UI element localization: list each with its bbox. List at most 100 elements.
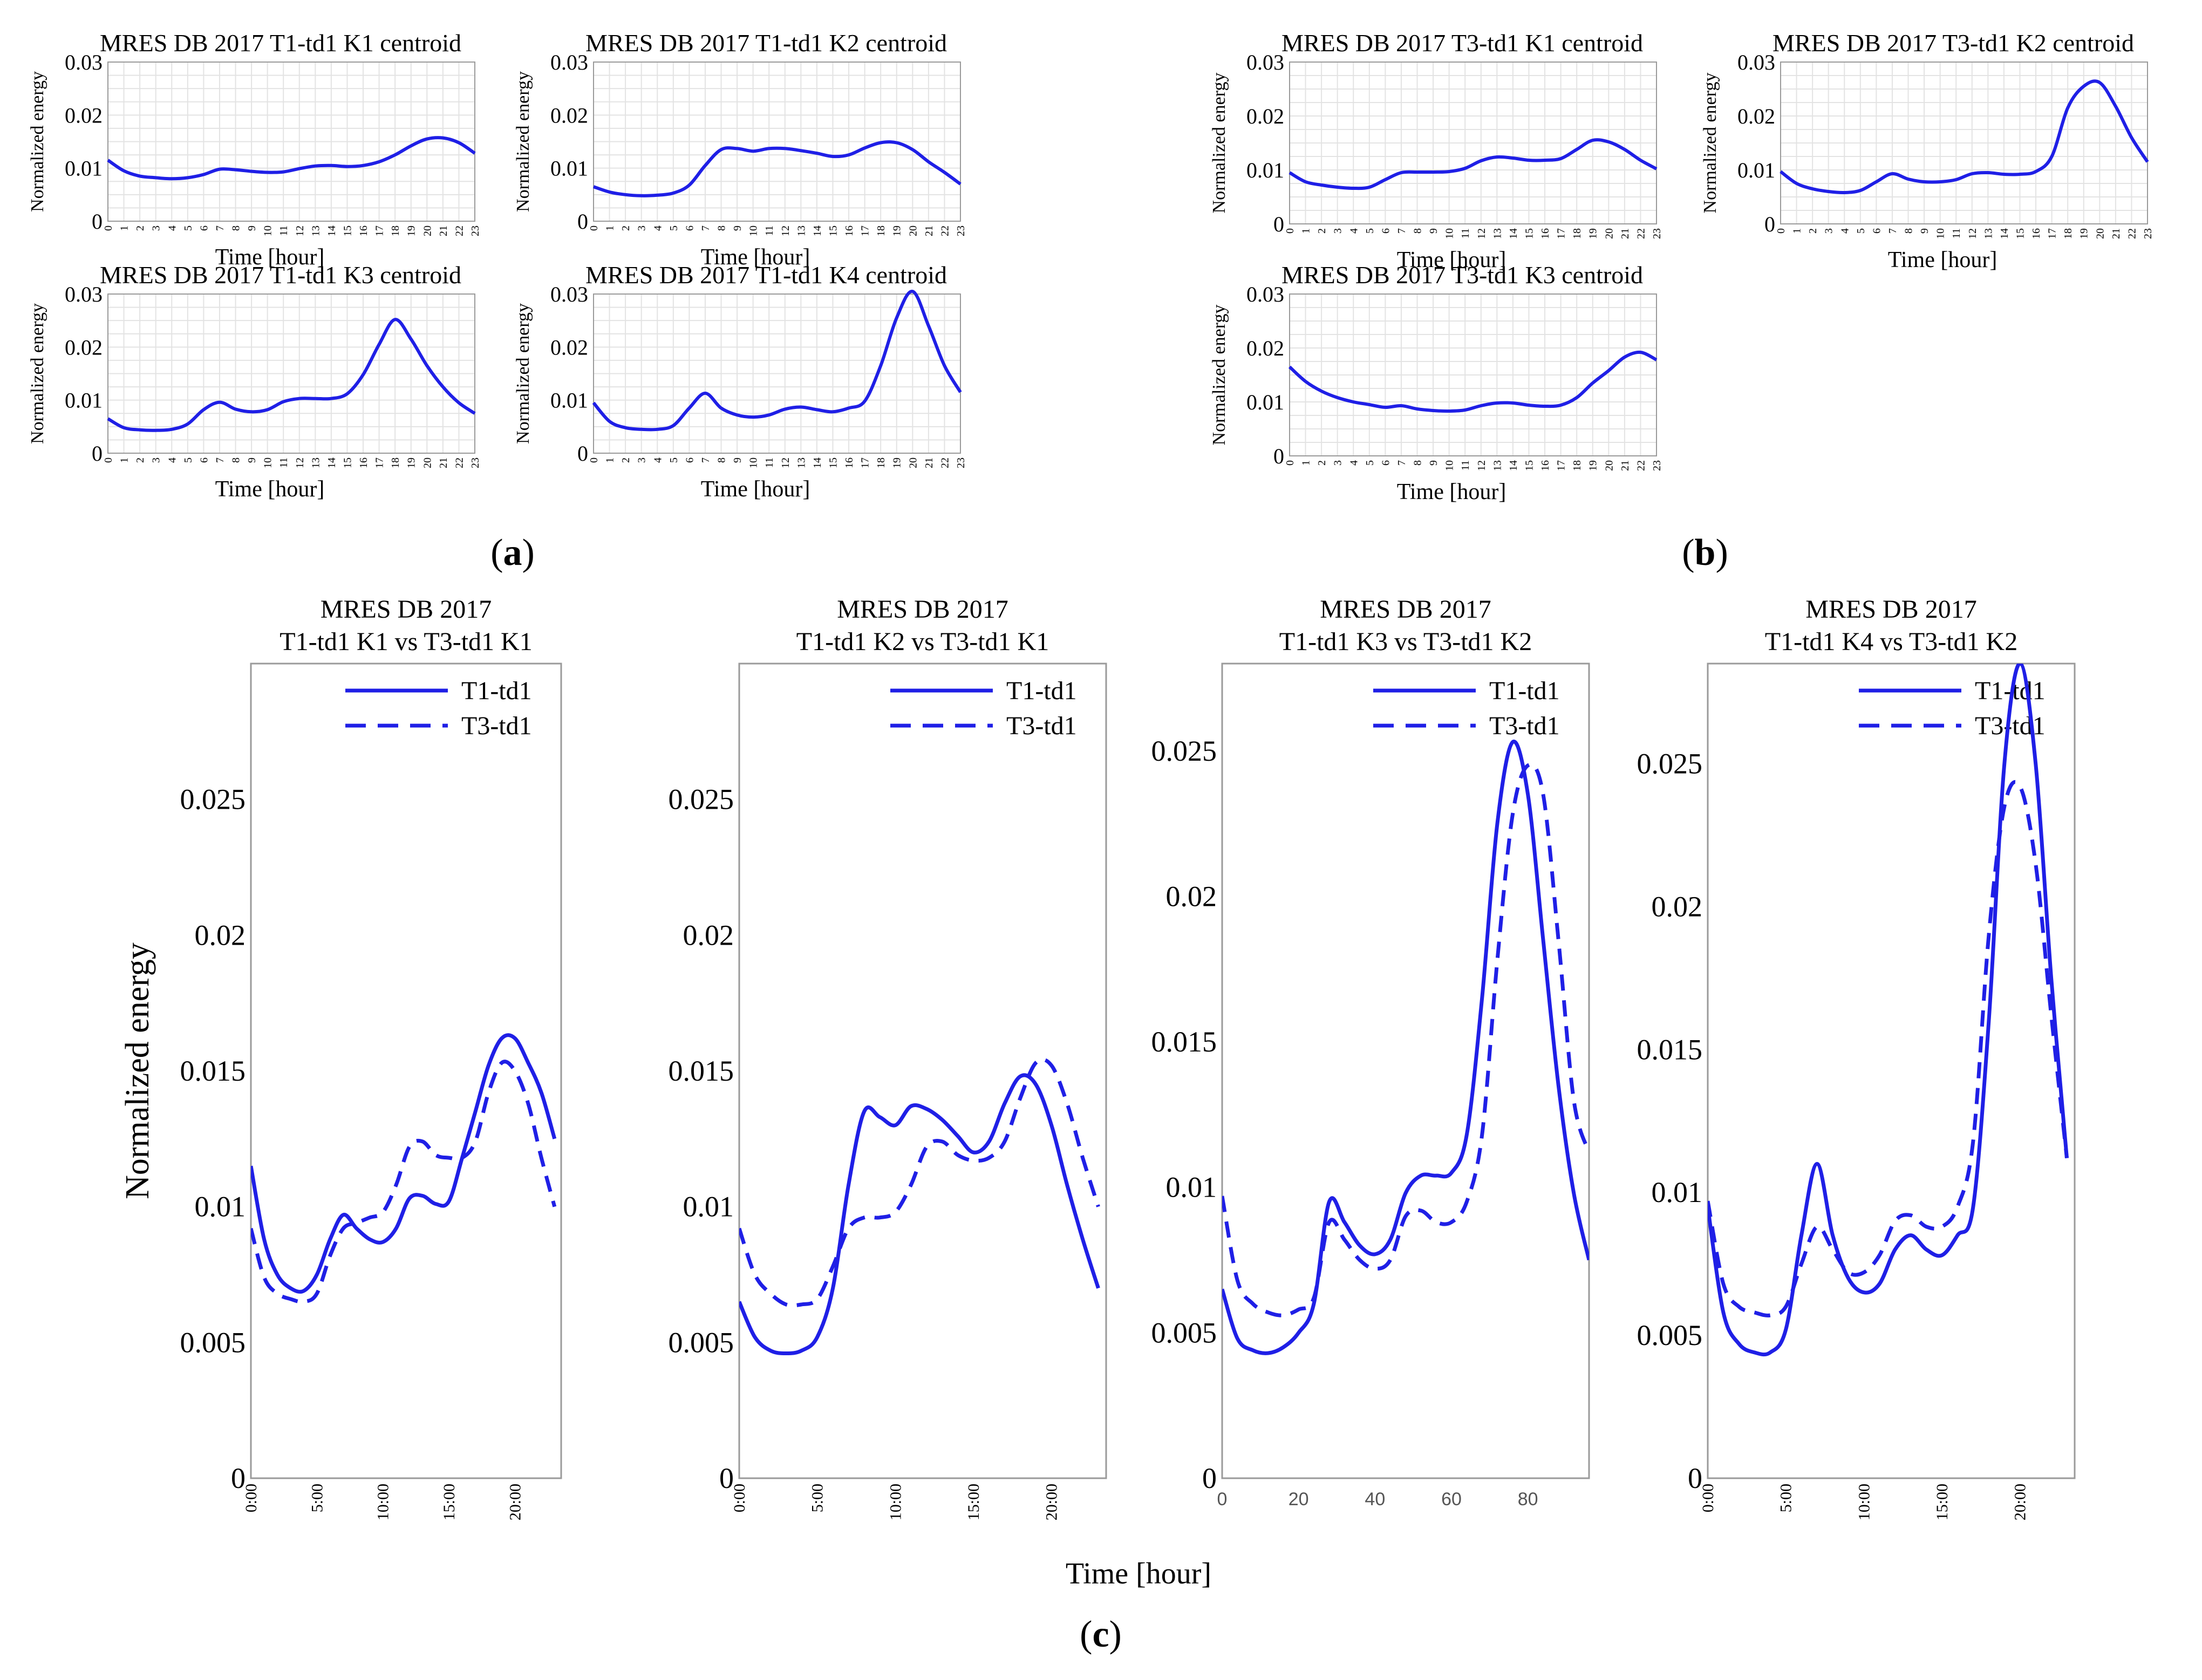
x-axis-label: Time [hour] (701, 477, 810, 502)
x-tick-label: 0 (1284, 228, 1296, 234)
y-tick-label: 0.02 (1246, 104, 1284, 128)
x-tick-label: 22 (1635, 460, 1647, 471)
x-tick-label: 0:00 (1699, 1484, 1717, 1512)
x-tick-label: 18 (390, 457, 401, 468)
x-tick-label: 19 (406, 457, 418, 468)
x-tick-label: 2 (620, 457, 632, 463)
x-tick-label: 1 (1300, 460, 1312, 466)
y-tick-label: 0.03 (65, 282, 103, 306)
x-tick-label: 14 (812, 457, 823, 468)
x-tick-label: 80 (1518, 1489, 1538, 1510)
x-tick-label: 23 (1651, 460, 1663, 471)
panel-b1: MRES DB 2017 T3-td1 K1 centroid 0 0.01 0.02… (1209, 29, 1663, 272)
x-tick-label: 16 (843, 226, 855, 236)
x-tick-label: 9 (1428, 228, 1440, 234)
y-tick-label: 0.02 (1246, 336, 1284, 360)
y-tick-label: 0 (719, 1462, 734, 1494)
series-line-K3 (107, 318, 476, 432)
x-tick-label: 0 (1217, 1489, 1228, 1510)
x-tick-label: 9 (1919, 228, 1931, 234)
x-tick-label: 16 (1539, 228, 1551, 239)
x-tick-label: 9 (1428, 460, 1440, 466)
x-tick-label: 7 (1887, 228, 1899, 234)
chart-title: MRES DB 2017 (1805, 595, 1976, 624)
x-tick-label: 19 (891, 226, 903, 236)
y-tick-label: 0.02 (65, 103, 103, 127)
x-tick-label: 0 (588, 457, 600, 463)
legend-label: T1-td1 (1489, 677, 1560, 705)
y-tick-label: 0.02 (550, 103, 588, 127)
x-tick-label: 18 (2062, 228, 2074, 239)
panel-a2: MRES DB 2017 T1-td1 K2 centroid 0 0.01 0.02… (513, 29, 967, 270)
x-tick-label: 16 (358, 226, 370, 236)
x-tick-label: 3 (151, 226, 162, 231)
series-line-K1 (1289, 138, 1658, 190)
x-tick-label: 12 (1476, 460, 1488, 471)
x-tick-label: 16 (2030, 228, 2042, 239)
series-line-K3 (1288, 350, 1658, 413)
x-tick-label: 10 (262, 226, 274, 236)
x-tick-label: 11 (1460, 460, 1471, 470)
legend-label: T1-td1 (1006, 677, 1077, 705)
x-tick-label: 5:00 (1777, 1484, 1795, 1512)
x-tick-label: 2 (1316, 460, 1328, 466)
x-tick-label: 19 (1587, 228, 1599, 239)
x-tick-label: 3 (1823, 228, 1835, 234)
x-tick-label: 21 (923, 226, 935, 236)
x-tick-label: 22 (453, 457, 465, 468)
caption-a: (a) (490, 532, 535, 573)
y-tick-label: 0 (1273, 444, 1284, 468)
chart-title: MRES DB 2017 T1-td1 K2 centroid (585, 29, 947, 57)
panel-b3: MRES DB 2017 T3-td1 K3 centroid 0 0.01 0.02… (1209, 261, 1663, 504)
x-tick-label: 20 (2094, 228, 2106, 239)
x-tick-label: 20:00 (1043, 1484, 1061, 1520)
y-tick-label: 0.015 (180, 1055, 246, 1087)
x-tick-label: 17 (1556, 228, 1567, 239)
x-tick-label: 10 (1444, 228, 1456, 239)
chart-title: MRES DB 2017 (1320, 595, 1491, 624)
legend-label: T1-td1 (461, 677, 532, 705)
x-tick-label: 1 (604, 457, 616, 463)
x-tick-label: 23 (469, 457, 481, 468)
y-tick-label: 0.025 (1151, 735, 1217, 767)
y-tick-label: 0.03 (550, 50, 588, 74)
x-tick-label: 4 (652, 226, 664, 231)
plot-frame (1289, 293, 1657, 456)
x-tick-label: 1 (604, 226, 616, 231)
x-axis-label: Time [hour] (215, 477, 325, 502)
x-tick-label: 13 (310, 457, 322, 468)
shared-y-axis-label: Normalized energy (119, 943, 156, 1199)
y-tick-label: 0.02 (1652, 890, 1703, 923)
x-tick-label: 5 (182, 457, 194, 463)
x-tick-label: 18 (875, 226, 887, 236)
x-tick-label: 20 (1603, 460, 1615, 471)
x-tick-label: 23 (955, 226, 967, 236)
y-tick-label: 0.015 (669, 1055, 734, 1087)
legend-label: T3-td1 (461, 712, 532, 740)
x-tick-label: 3 (151, 457, 162, 463)
y-axis-label: Normalized energy (28, 303, 47, 444)
x-tick-label: 12 (1476, 228, 1488, 239)
x-tick-label: 11 (1951, 228, 1962, 238)
x-tick-label: 7 (1396, 460, 1408, 466)
x-tick-label: 23 (1651, 228, 1663, 239)
x-tick-label: 16 (1539, 460, 1551, 471)
y-tick-label: 0 (92, 441, 103, 466)
x-tick-label: 13 (1491, 228, 1503, 239)
x-tick-label: 8 (1412, 460, 1424, 466)
x-tick-label: 10:00 (1855, 1484, 1873, 1520)
y-tick-label: 0.015 (1151, 1026, 1217, 1058)
x-tick-label: 7 (1396, 228, 1408, 234)
x-tick-label: 14 (1508, 460, 1519, 471)
caption-c: (c) (1080, 1614, 1122, 1655)
x-tick-label: 14 (326, 457, 338, 468)
x-tick-label: 22 (2126, 228, 2138, 239)
x-tick-label: 3 (636, 226, 648, 231)
x-tick-label: 15:00 (965, 1484, 983, 1520)
x-tick-label: 2 (1316, 228, 1328, 234)
x-tick-label: 5:00 (308, 1484, 326, 1512)
x-tick-label: 18 (390, 226, 401, 236)
plot-frame (1780, 62, 2148, 224)
x-tick-label: 9 (246, 457, 258, 463)
x-tick-label: 20 (907, 457, 919, 468)
